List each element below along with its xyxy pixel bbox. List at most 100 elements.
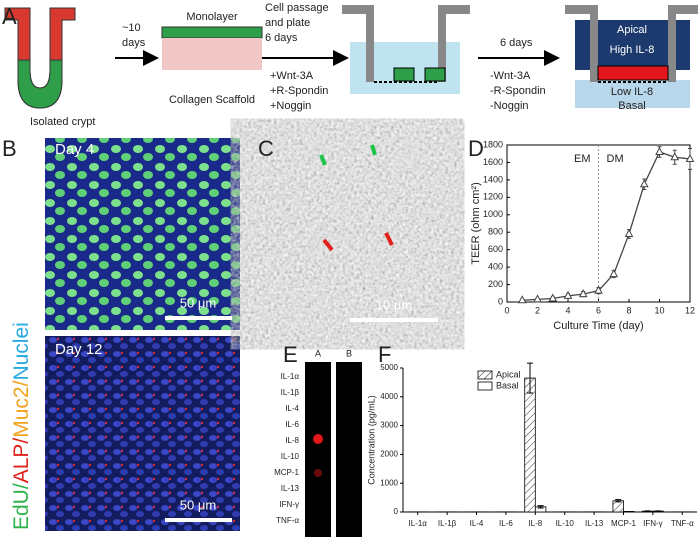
scaffold <box>162 38 262 70</box>
label: Day 12 <box>55 341 103 358</box>
label: C <box>258 136 274 161</box>
error-bar <box>655 511 661 512</box>
label: IL-8 <box>528 519 542 528</box>
label: 0 <box>394 507 399 516</box>
cells <box>425 68 445 81</box>
point <box>610 270 617 277</box>
label: 0 <box>504 305 509 315</box>
point <box>656 148 663 155</box>
label: Isolated crypt <box>30 116 95 128</box>
spot <box>313 434 323 444</box>
error-bar <box>645 511 651 512</box>
label: TNF-α <box>276 516 299 525</box>
label: ~10 <box>122 22 141 34</box>
label: 3000 <box>380 421 398 430</box>
label: 600 <box>488 244 503 254</box>
monolayer-cells <box>162 27 262 38</box>
label: IL-1α <box>281 372 300 381</box>
label: IL-6 <box>285 420 299 429</box>
label: 6 <box>596 305 601 315</box>
label: 10 <box>654 305 664 315</box>
cells <box>598 66 668 80</box>
label: IL-4 <box>470 519 484 528</box>
label: 0 <box>498 296 503 306</box>
label: Culture Time (day) <box>553 320 643 332</box>
axes <box>403 368 697 512</box>
label: IL-1β <box>438 519 457 528</box>
label: IL-10 <box>281 452 300 461</box>
label: IL-10 <box>556 519 575 528</box>
label: DM <box>607 153 624 165</box>
label: 6 days <box>265 32 298 44</box>
stain-part: ALP <box>10 444 33 484</box>
label: 1000 <box>380 478 398 487</box>
legend-swatch <box>478 371 492 379</box>
label: IL-1β <box>281 388 300 397</box>
label: B <box>346 348 352 358</box>
label: IL-8 <box>285 436 299 445</box>
label: 8 <box>626 305 631 315</box>
label: 400 <box>488 261 503 271</box>
sem-image <box>250 138 445 330</box>
label: 4 <box>565 305 570 315</box>
line <box>522 152 690 300</box>
stain-part: EdU <box>10 489 33 530</box>
crypt-base <box>18 60 62 108</box>
label: 6 days <box>500 37 533 49</box>
label: days <box>122 37 146 49</box>
label: A <box>2 4 17 29</box>
label: Collagen Scaffold <box>169 94 255 106</box>
label: High IL-8 <box>610 44 655 56</box>
label: EM <box>574 153 591 165</box>
label: 50 μm <box>180 295 216 310</box>
label: IL-6 <box>499 519 513 528</box>
legend-swatch <box>478 382 492 390</box>
label: TEER (ohm cm²) <box>470 182 482 265</box>
label: -Wnt-3A <box>490 70 531 82</box>
stain-part: Muc2 <box>10 386 33 437</box>
label: 1800 <box>483 139 503 149</box>
stain-label: EdU/ALP/Muc2/Nuclei <box>10 322 33 530</box>
array-a <box>305 362 331 537</box>
label: Basal <box>618 100 646 112</box>
label: 1600 <box>483 157 503 167</box>
label: IL-13 <box>585 519 604 528</box>
spot <box>314 469 322 477</box>
label: B <box>2 136 17 161</box>
label: IFN-γ <box>279 500 299 509</box>
label: 1400 <box>483 174 503 184</box>
label: 2000 <box>380 450 398 459</box>
stain-part: Nuclei <box>10 322 33 380</box>
label: MCP-1 <box>274 468 299 477</box>
bar <box>525 378 536 512</box>
label: Low IL-8 <box>611 86 653 98</box>
bar <box>624 511 635 512</box>
label: +R-Spondin <box>270 85 328 97</box>
label: 800 <box>488 227 503 237</box>
label: D <box>468 136 484 161</box>
label: Day 4 <box>55 141 94 158</box>
cells <box>394 68 414 81</box>
bar <box>613 501 624 512</box>
label: 10 μm <box>376 297 412 312</box>
label: 2 <box>535 305 540 315</box>
label: A <box>315 348 321 358</box>
panel-a <box>5 5 698 108</box>
label: IFN-γ <box>643 519 663 528</box>
label: 200 <box>488 279 503 289</box>
label: IL-4 <box>285 404 299 413</box>
label: IL-1α <box>408 519 427 528</box>
label: MCP-1 <box>611 519 636 528</box>
label: and plate <box>265 17 310 29</box>
label: Apical <box>617 24 647 36</box>
label: 12 <box>685 305 695 315</box>
label: +Wnt-3A <box>270 70 314 82</box>
label: Apical <box>496 369 521 379</box>
label: -R-Spondin <box>490 85 546 97</box>
array-b <box>336 362 362 537</box>
label: -Noggin <box>490 100 529 112</box>
label: IL-13 <box>281 484 300 493</box>
label: Concentration (pg/mL) <box>366 395 376 485</box>
point <box>641 180 648 187</box>
